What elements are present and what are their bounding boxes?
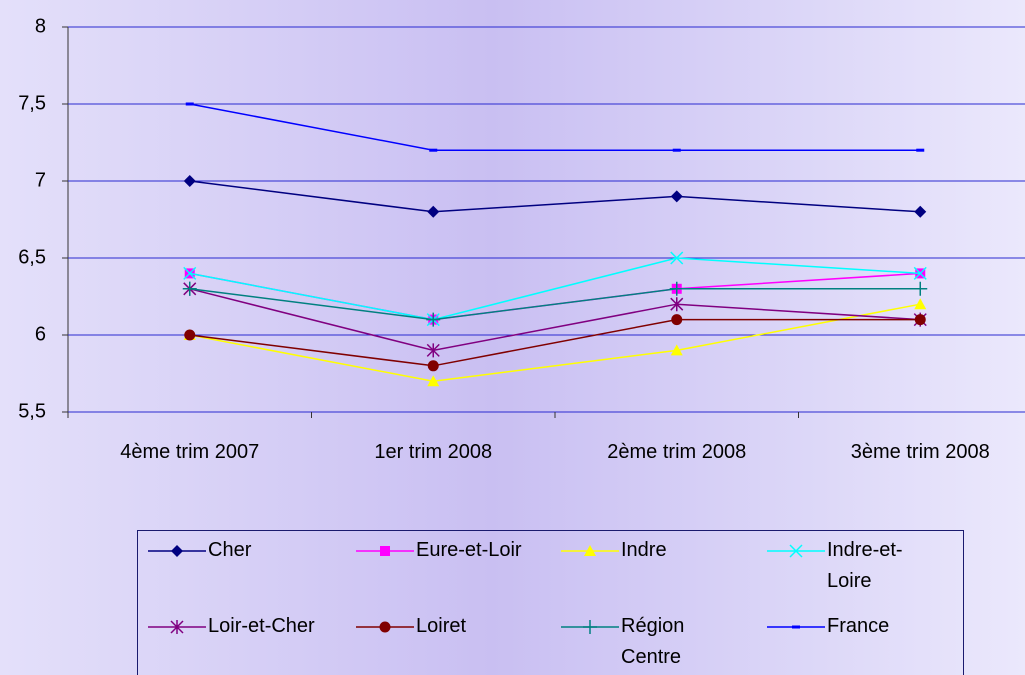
- legend-entry: Indre: [559, 535, 721, 566]
- marker: [427, 205, 440, 218]
- series-line: [189, 288, 921, 321]
- y-tick-label: 5,5: [18, 400, 46, 422]
- legend-label: Cher: [208, 539, 252, 561]
- marker: [184, 329, 196, 341]
- legend-label: Indre: [621, 539, 667, 561]
- marker: [670, 251, 684, 265]
- legend-label: Région Centre: [621, 615, 685, 668]
- legend-swatch: [148, 620, 206, 634]
- x-tick-label: 2ème trim 2008: [607, 441, 747, 463]
- legend-swatch: [148, 545, 206, 557]
- marker: [584, 545, 596, 556]
- marker: [427, 360, 439, 372]
- legend-swatch: [356, 546, 414, 556]
- marker: [670, 297, 684, 312]
- y-tick-label: 7: [35, 169, 46, 191]
- legend-swatch: [561, 620, 619, 634]
- legend-label: France: [827, 615, 890, 637]
- marker: [792, 625, 800, 629]
- marker: [426, 343, 440, 358]
- marker: [914, 314, 926, 326]
- series-line: [189, 288, 921, 352]
- marker: [669, 281, 684, 296]
- y-tick-label: 7,5: [18, 92, 46, 114]
- series-line: [189, 318, 921, 367]
- marker: [671, 314, 683, 326]
- legend-label: Loir-et-Cher: [208, 615, 315, 637]
- legend-label: Eure-et-Loir: [416, 539, 522, 561]
- series-line: [189, 257, 921, 321]
- legend-entry: Loir-et-Cher: [146, 611, 348, 642]
- y-tick-label: 6,5: [18, 246, 46, 268]
- marker: [583, 620, 597, 634]
- marker: [426, 312, 441, 327]
- marker: [183, 266, 197, 280]
- legend-label: Indre-et-Loire: [827, 539, 903, 592]
- legend: Cher Eure-et-Loir Indre Indre-et-Loire Loir-…: [137, 530, 964, 675]
- x-tick-label: 4ème trim 2007: [120, 441, 260, 463]
- marker: [789, 544, 803, 558]
- legend-entry: Cher: [146, 535, 348, 566]
- x-tick-label: 1er trim 2008: [374, 441, 493, 463]
- marker: [670, 190, 683, 203]
- legend-swatch: [767, 544, 825, 558]
- series-line: [189, 103, 921, 151]
- marker: [913, 266, 927, 280]
- marker: [670, 344, 683, 356]
- marker: [916, 148, 925, 152]
- legend-swatch: [561, 545, 619, 556]
- marker: [182, 281, 197, 296]
- marker: [914, 205, 927, 218]
- marker: [913, 281, 928, 296]
- marker: [379, 621, 391, 633]
- series-line: [189, 180, 921, 213]
- marker: [185, 102, 194, 106]
- marker: [170, 620, 184, 634]
- y-tick-label: 8: [35, 15, 46, 37]
- marker: [672, 148, 681, 152]
- marker: [429, 148, 438, 152]
- marker: [427, 375, 440, 387]
- x-tick-label: 3ème trim 2008: [850, 441, 990, 463]
- legend-entry: Loiret: [354, 611, 556, 642]
- marker: [171, 545, 183, 557]
- marker: [380, 546, 390, 556]
- legend-entry: Eure-et-Loir: [354, 535, 556, 566]
- marker: [183, 175, 196, 187]
- legend-entry: France: [765, 611, 937, 642]
- legend-entry: Indre-et-Loire: [765, 535, 937, 597]
- y-tick-label: 6: [35, 323, 46, 345]
- legend-swatch: [356, 621, 414, 633]
- legend-entry: Région Centre: [559, 611, 721, 673]
- series-line: [189, 303, 921, 382]
- legend-swatch: [767, 625, 825, 629]
- marker: [914, 298, 927, 310]
- legend-label: Loiret: [416, 615, 467, 637]
